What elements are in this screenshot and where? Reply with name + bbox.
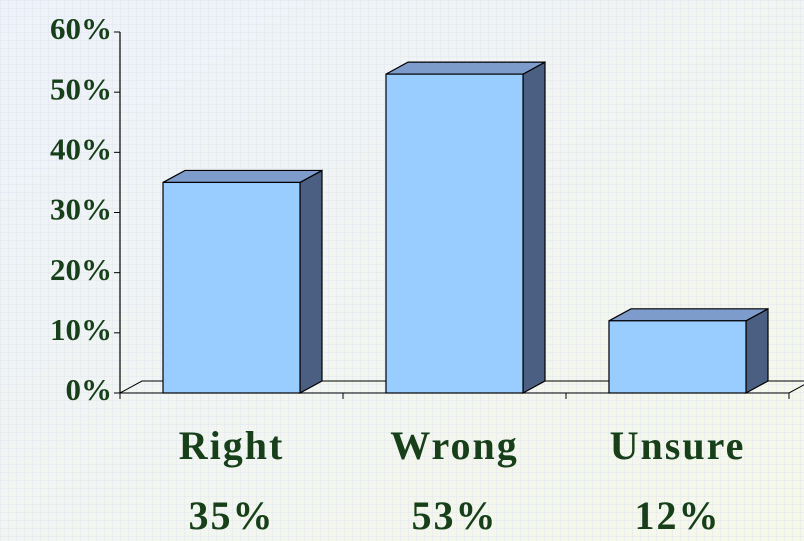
y-tick-label: 20%	[50, 252, 112, 287]
bar-top	[162, 169, 323, 184]
bar-side	[522, 61, 546, 395]
bar	[162, 181, 301, 394]
value-label: 12%	[635, 493, 721, 538]
value-label: 53%	[412, 493, 498, 538]
x-tick-label: Unsure	[610, 423, 746, 468]
y-tick-label: 0%	[66, 372, 113, 407]
y-tick-label: 10%	[50, 312, 112, 347]
bar	[385, 73, 524, 394]
bar-top	[608, 308, 769, 322]
bar-top	[385, 61, 546, 75]
y-tick-label: 50%	[50, 71, 112, 106]
x-tick-label: Right	[179, 423, 285, 468]
y-tick-label: 60%	[50, 11, 112, 46]
x-tick-label: Wrong	[390, 423, 519, 468]
bar	[608, 320, 747, 394]
value-label: 35%	[189, 493, 275, 538]
y-tick-label: 30%	[50, 192, 112, 227]
y-tick-label: 40%	[50, 131, 112, 166]
bar-side	[299, 169, 323, 395]
bar-side	[745, 307, 769, 395]
